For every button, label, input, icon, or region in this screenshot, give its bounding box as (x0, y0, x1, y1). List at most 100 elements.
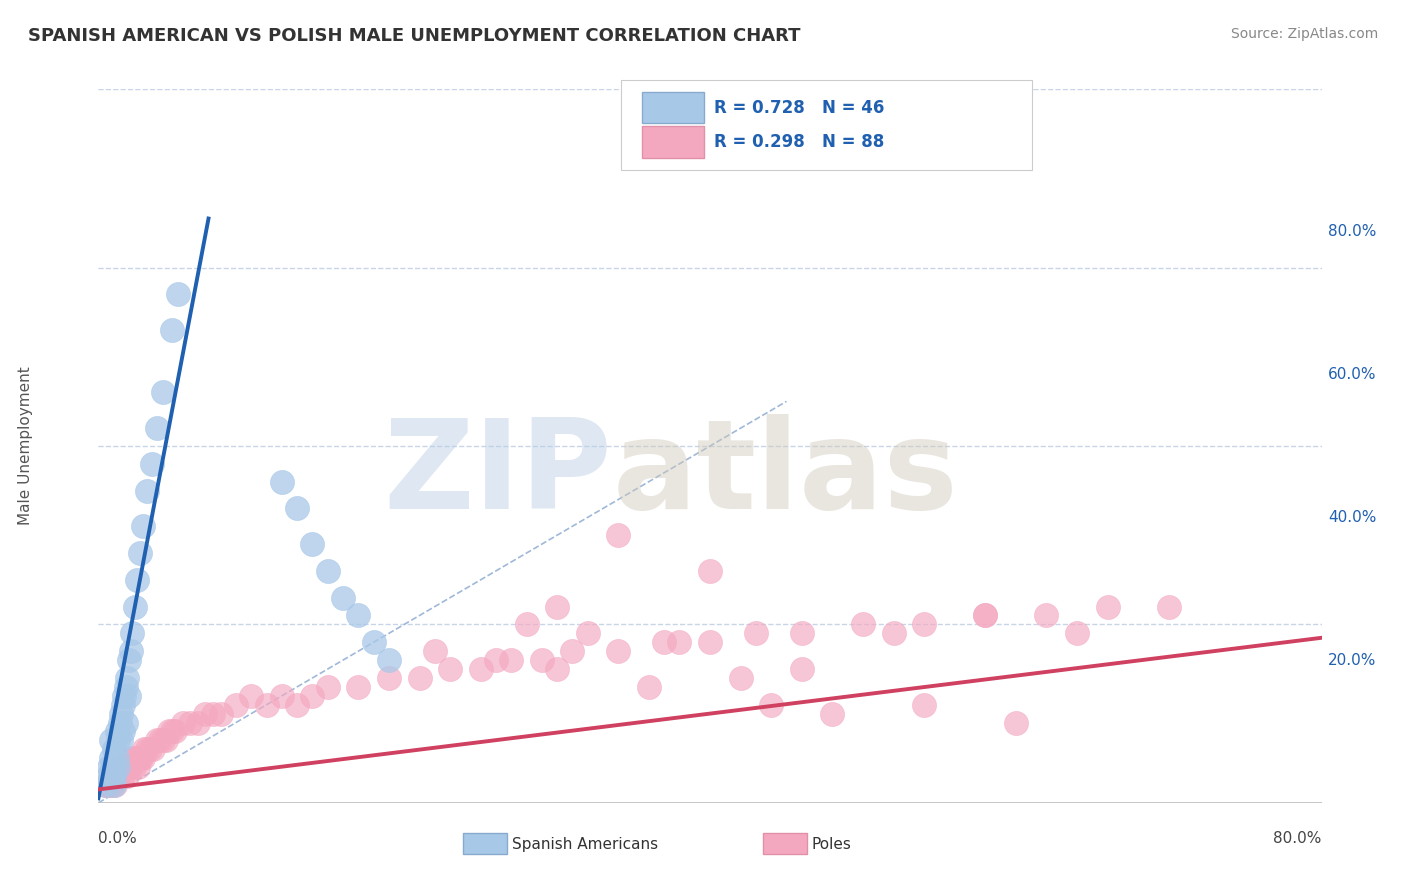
Point (115, 760, 138, 774)
Point (110, 733, 132, 747)
Point (163, 724, 186, 739)
Point (194, 706, 217, 721)
Point (652, 635, 675, 649)
Point (134, 742, 156, 756)
Point (332, 591, 354, 605)
Point (132, 519, 155, 533)
Point (179, 715, 201, 730)
Point (821, 706, 844, 721)
Point (98, 760, 121, 774)
Point (108, 769, 131, 783)
FancyBboxPatch shape (762, 833, 807, 855)
Point (516, 617, 538, 632)
Point (152, 385, 174, 400)
Point (852, 617, 875, 632)
Point (155, 733, 177, 747)
Point (111, 724, 134, 739)
Point (100, 733, 122, 747)
Point (301, 689, 323, 703)
Point (103, 760, 125, 774)
Point (107, 769, 129, 783)
Point (129, 751, 152, 765)
Point (759, 698, 782, 712)
Point (912, 617, 935, 632)
Point (118, 689, 141, 703)
Point (501, 653, 523, 667)
Text: SPANISH AMERICAN VS POLISH MALE UNEMPLOYMENT CORRELATION CHART: SPANISH AMERICAN VS POLISH MALE UNEMPLOY… (28, 27, 800, 45)
Text: 0.0%: 0.0% (98, 831, 138, 847)
Text: Source: ZipAtlas.com: Source: ZipAtlas.com (1230, 27, 1378, 41)
Point (97, 778, 120, 792)
Point (117, 671, 139, 685)
Point (485, 653, 508, 667)
FancyBboxPatch shape (641, 92, 704, 123)
Point (530, 653, 553, 667)
Point (187, 715, 209, 730)
FancyBboxPatch shape (641, 127, 704, 158)
Point (115, 680, 138, 694)
Point (439, 662, 461, 676)
Point (115, 715, 138, 730)
Point (118, 653, 141, 667)
Point (363, 635, 385, 649)
Point (142, 742, 165, 756)
Text: Poles: Poles (811, 837, 852, 852)
Point (93, 778, 115, 792)
Point (125, 751, 148, 765)
Point (100, 751, 122, 765)
Point (347, 608, 370, 623)
Point (730, 671, 752, 685)
Point (1097, 599, 1119, 614)
Point (607, 528, 630, 542)
Point (97, 769, 120, 783)
Point (637, 680, 661, 694)
Point (240, 689, 263, 703)
Point (974, 608, 997, 623)
Point (98, 778, 121, 792)
Text: 20.0%: 20.0% (1327, 653, 1376, 667)
Point (120, 760, 142, 774)
Point (270, 689, 292, 703)
Text: ZIP: ZIP (384, 414, 612, 535)
Text: 60.0%: 60.0% (1327, 368, 1376, 382)
Point (118, 760, 141, 774)
Point (125, 573, 148, 587)
Point (128, 751, 150, 765)
Point (546, 599, 568, 614)
Point (120, 644, 142, 658)
Point (1035, 608, 1057, 623)
Point (132, 751, 155, 765)
Point (103, 769, 125, 783)
Point (1066, 626, 1088, 640)
Point (790, 662, 813, 676)
Point (101, 769, 124, 783)
Point (103, 742, 125, 756)
Point (285, 501, 308, 516)
Point (105, 724, 128, 739)
Point (110, 706, 132, 721)
Point (141, 457, 163, 471)
Point (149, 733, 172, 747)
Point (111, 698, 134, 712)
Point (423, 644, 446, 658)
Text: R = 0.298   N = 88: R = 0.298 N = 88 (714, 133, 884, 151)
Point (668, 635, 690, 649)
Point (209, 706, 232, 721)
Point (546, 662, 568, 676)
Point (121, 626, 143, 640)
Point (139, 742, 162, 756)
Point (94, 778, 117, 792)
Point (160, 724, 183, 739)
Point (561, 644, 583, 658)
Point (112, 760, 135, 774)
Point (105, 769, 128, 783)
Point (111, 769, 134, 783)
Point (167, 287, 190, 301)
Point (103, 769, 125, 783)
Point (225, 698, 247, 712)
Point (470, 662, 492, 676)
Point (105, 751, 128, 765)
Point (101, 760, 124, 774)
Point (256, 698, 278, 712)
Point (107, 733, 129, 747)
